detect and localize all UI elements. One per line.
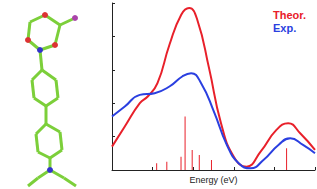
svg-text:Energy (eV): Energy (eV) xyxy=(189,175,237,185)
svg-text:Exp.: Exp. xyxy=(273,22,296,34)
svg-text:Theor.: Theor. xyxy=(273,9,306,21)
